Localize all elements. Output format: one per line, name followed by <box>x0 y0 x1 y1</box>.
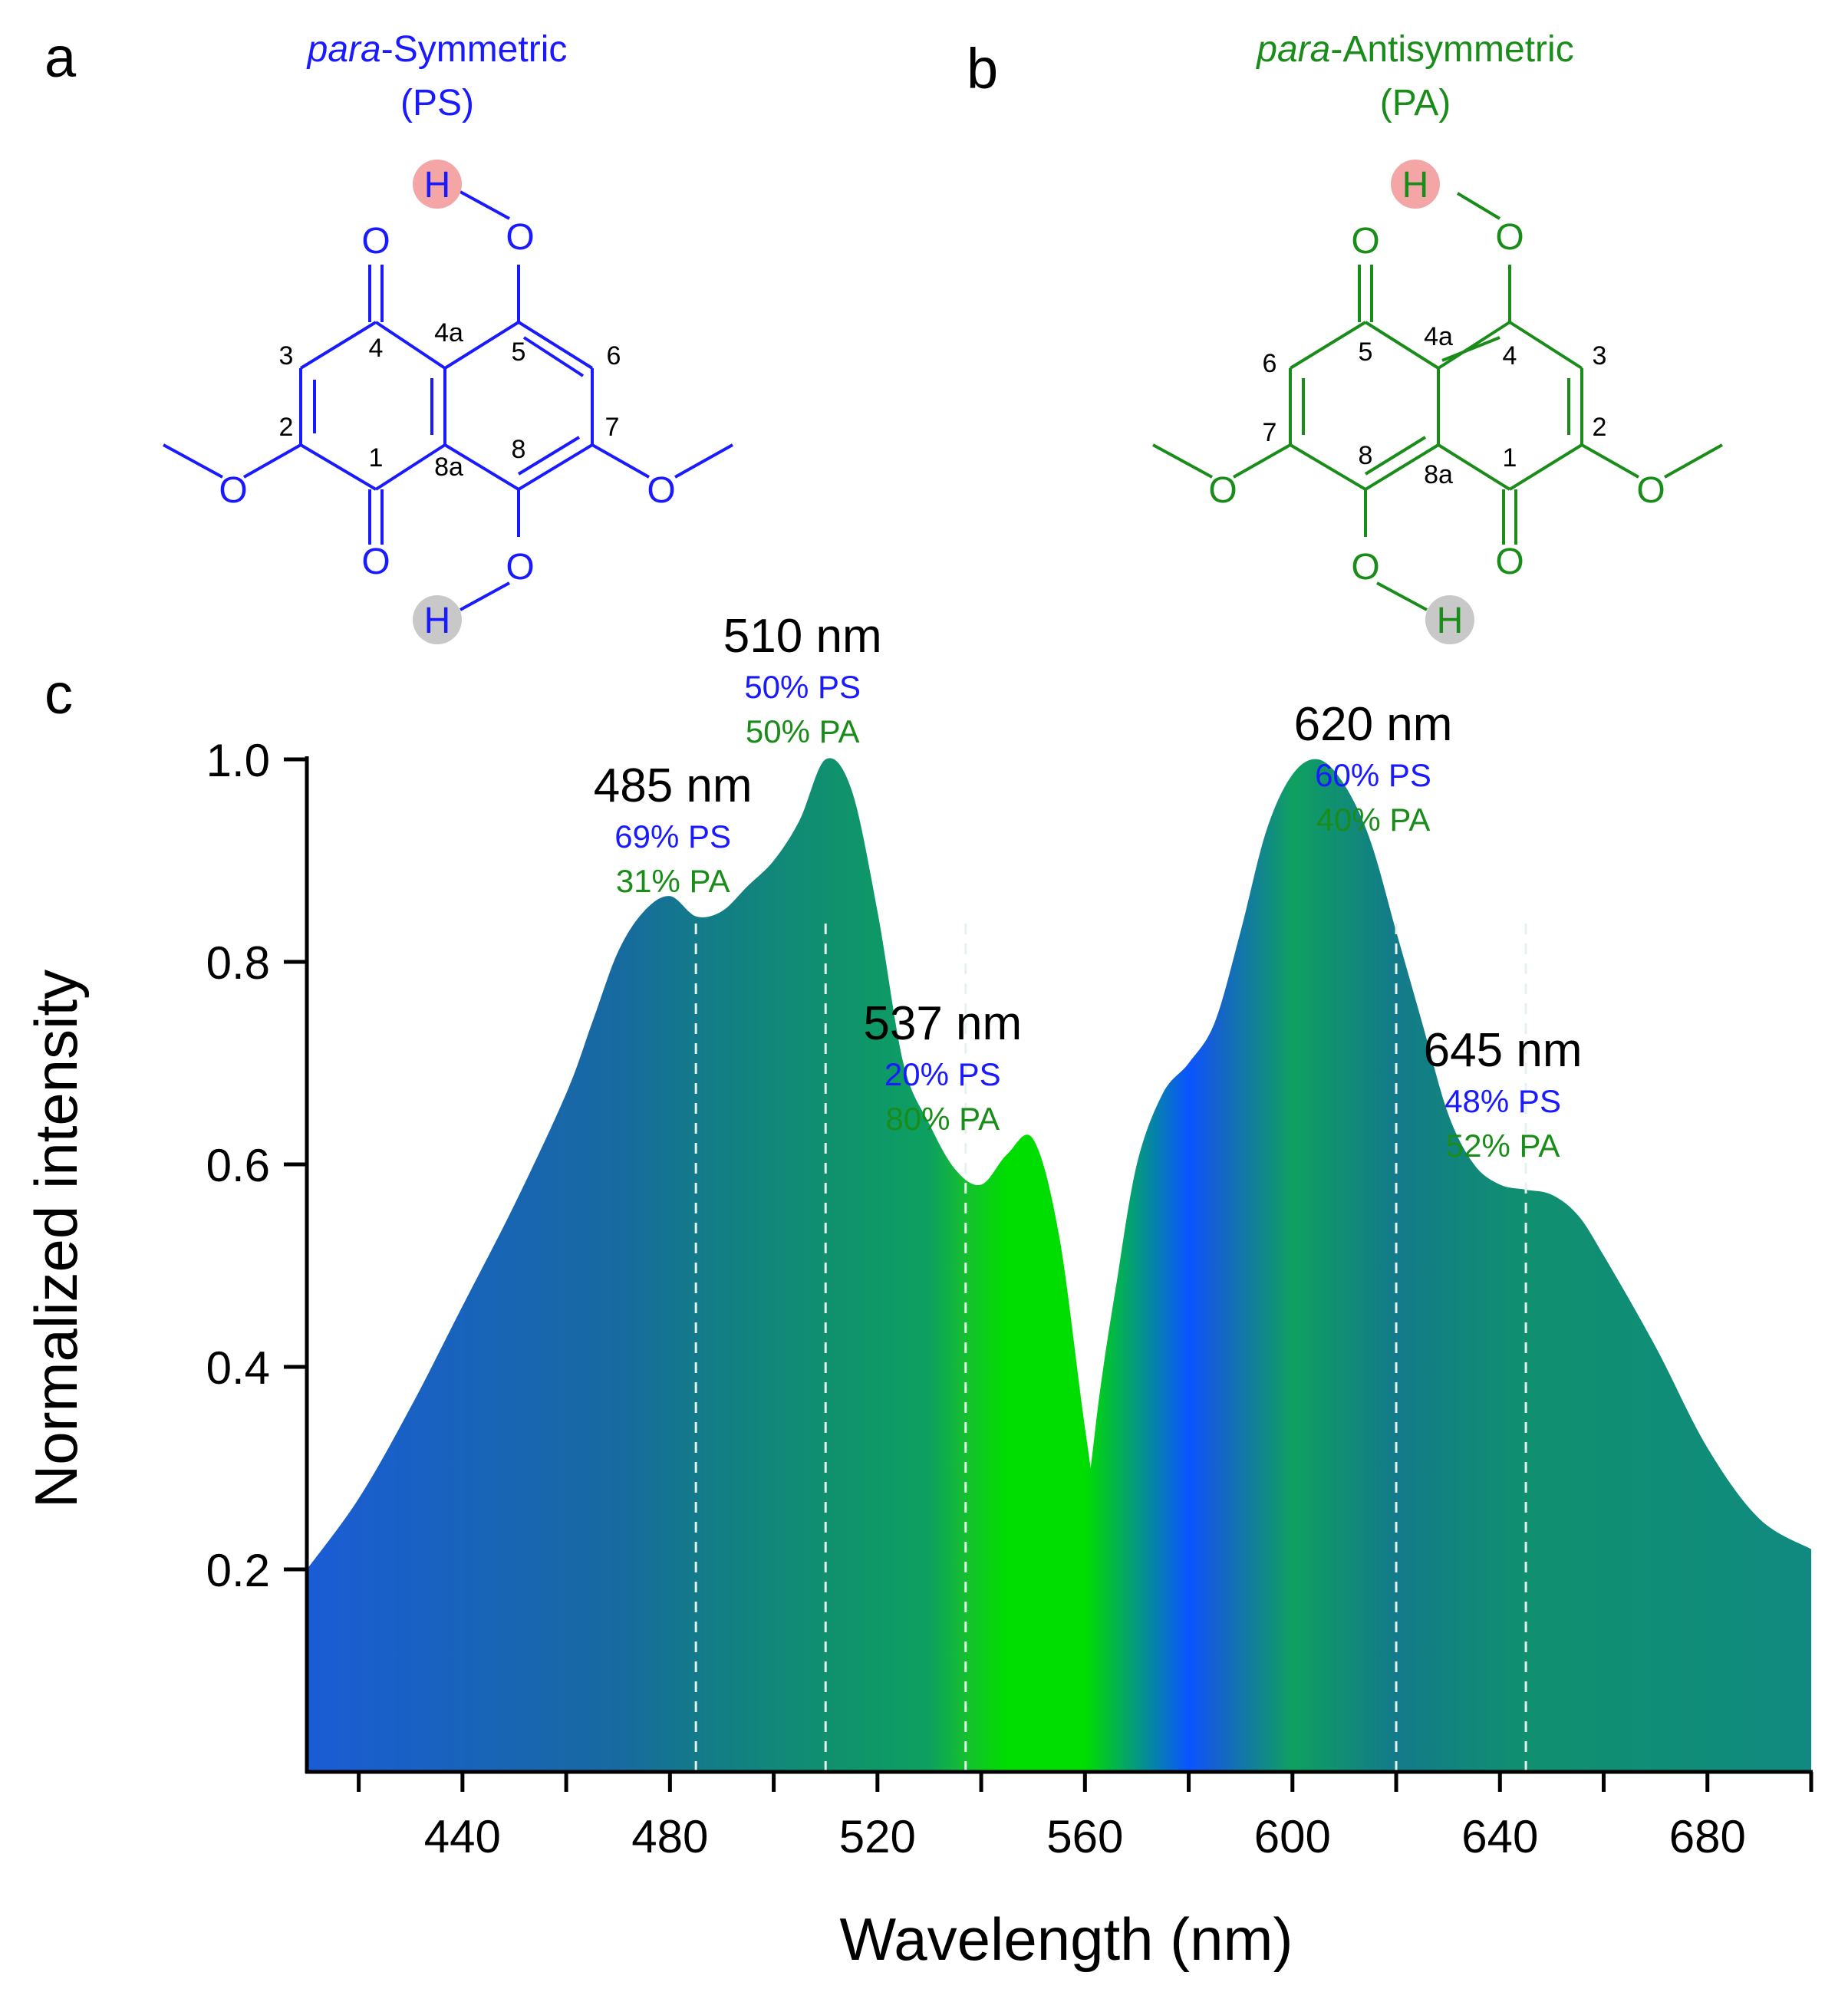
peak-ps-share: 69% PS <box>614 818 731 854</box>
peak-pa-share: 52% PA <box>1446 1128 1560 1164</box>
pa-num-4a: 4a <box>1424 322 1453 351</box>
ps-h-top: H <box>424 165 451 206</box>
molecule-ps: para-Symmetric (PS) <box>163 29 733 644</box>
pa-num-8: 8 <box>1359 441 1373 470</box>
ps-num-6: 6 <box>607 341 621 370</box>
x-axis-label: Wavelength (nm) <box>840 1905 1293 1973</box>
pa-o-carbonyl-bottom: O <box>1495 542 1524 582</box>
peak-pa-share: 50% PA <box>746 713 860 749</box>
peak-pa-share: 31% PA <box>616 863 730 899</box>
x-tick-label-480: 480 <box>631 1811 708 1862</box>
ps-title: para-Symmetric <box>306 29 568 70</box>
peak-ps-share: 60% PS <box>1315 757 1431 793</box>
ps-num-8: 8 <box>512 435 526 464</box>
ps-o-methoxy-left: O <box>219 470 247 511</box>
ps-o-carbonyl-top: O <box>361 221 390 262</box>
peak-ps-share: 48% PS <box>1444 1083 1561 1119</box>
y-tick-label-1: 1.0 <box>206 735 270 786</box>
ps-o-hydroxy-top: O <box>506 217 534 258</box>
peak-label: 645 nm <box>1424 1024 1583 1077</box>
peak-annotation-645: 645 nm 48% PS 52% PA <box>1424 1024 1583 1164</box>
ps-num-5: 5 <box>512 338 526 367</box>
pa-num-3: 3 <box>1593 341 1607 370</box>
pa-num-1: 1 <box>1503 443 1517 473</box>
ps-num-4: 4 <box>369 334 384 363</box>
pa-num-6: 6 <box>1263 349 1277 378</box>
peak-annotation-537: 537 nm 20% PS 80% PA <box>863 997 1022 1137</box>
pa-num-5: 5 <box>1359 338 1373 367</box>
peak-label: 510 nm <box>723 610 882 663</box>
panel-label-b: b <box>967 37 998 100</box>
ps-o-carbonyl-bottom: O <box>361 542 390 582</box>
x-tick-label-560: 560 <box>1046 1811 1123 1862</box>
pa-h-bottom: H <box>1437 601 1464 641</box>
ps-num-7: 7 <box>605 413 620 442</box>
spectrum-chart: 440 480 520 560 600 640 680 0.2 0.4 0.6 0.8 1.0 485… <box>22 610 1813 1973</box>
y-tick-label-0.8: 0.8 <box>206 937 270 989</box>
ps-h-bottom: H <box>424 601 451 641</box>
peak-annotation-510: 510 nm 50% PS 50% PA <box>723 610 882 749</box>
ps-o-methoxy-right: O <box>647 470 675 511</box>
panel-label-a: a <box>44 25 77 89</box>
peak-annotation-620: 620 nm 60% PS 40% PA <box>1294 698 1453 838</box>
ps-o-hydroxy-bottom: O <box>506 547 534 588</box>
pa-o-carbonyl-top: O <box>1351 221 1379 262</box>
pa-title: para-Antisymmetric <box>1255 29 1573 70</box>
ps-num-4a: 4a <box>434 318 463 347</box>
pa-num-2: 2 <box>1593 413 1607 442</box>
pa-num-8a: 8a <box>1424 460 1453 489</box>
pa-h-top: H <box>1402 165 1429 206</box>
x-tick-label-680: 680 <box>1669 1811 1746 1862</box>
x-tick-label-600: 600 <box>1254 1811 1331 1862</box>
peak-ps-share: 50% PS <box>744 669 861 705</box>
pa-o-methoxy-right: O <box>1636 470 1665 511</box>
peak-ps-share: 20% PS <box>884 1056 1001 1092</box>
pa-o-hydroxy-bottom: O <box>1351 547 1379 588</box>
x-tick-label-440: 440 <box>424 1811 501 1862</box>
y-tick-label-0.2: 0.2 <box>206 1545 270 1596</box>
y-tick-label-0.6: 0.6 <box>206 1140 270 1191</box>
ps-num-1: 1 <box>369 443 384 473</box>
pa-o-methoxy-left: O <box>1208 470 1237 511</box>
spectrum-area-2 <box>970 759 1811 1772</box>
molecule-pa: para-Antisymmetric (PA) <box>1152 29 1723 644</box>
x-tick-label-640: 640 <box>1461 1811 1538 1862</box>
peak-pa-share: 80% PA <box>885 1101 1000 1137</box>
pa-o-hydroxy-top: O <box>1495 217 1524 258</box>
panel-label-c: c <box>44 662 73 726</box>
pa-num-4: 4 <box>1503 341 1517 370</box>
ps-num-3: 3 <box>279 341 294 370</box>
peak-annotation-485: 485 nm 69% PS 31% PA <box>594 759 753 899</box>
y-tick-label-0.4: 0.4 <box>206 1342 270 1394</box>
peak-pa-share: 40% PA <box>1316 802 1431 838</box>
pa-abbrev: (PA) <box>1380 83 1451 123</box>
peak-label: 620 nm <box>1294 698 1453 751</box>
ps-num-8a: 8a <box>434 453 463 482</box>
y-axis-label: Normalized intensity <box>22 970 90 1508</box>
pa-num-7: 7 <box>1263 418 1277 447</box>
x-tick-label-520: 520 <box>839 1811 916 1862</box>
peak-label: 537 nm <box>863 997 1022 1050</box>
ps-abbrev: (PS) <box>400 83 474 123</box>
ps-num-2: 2 <box>279 413 294 442</box>
spectrum-area-1 <box>307 758 1293 1772</box>
peak-label: 485 nm <box>594 759 753 812</box>
